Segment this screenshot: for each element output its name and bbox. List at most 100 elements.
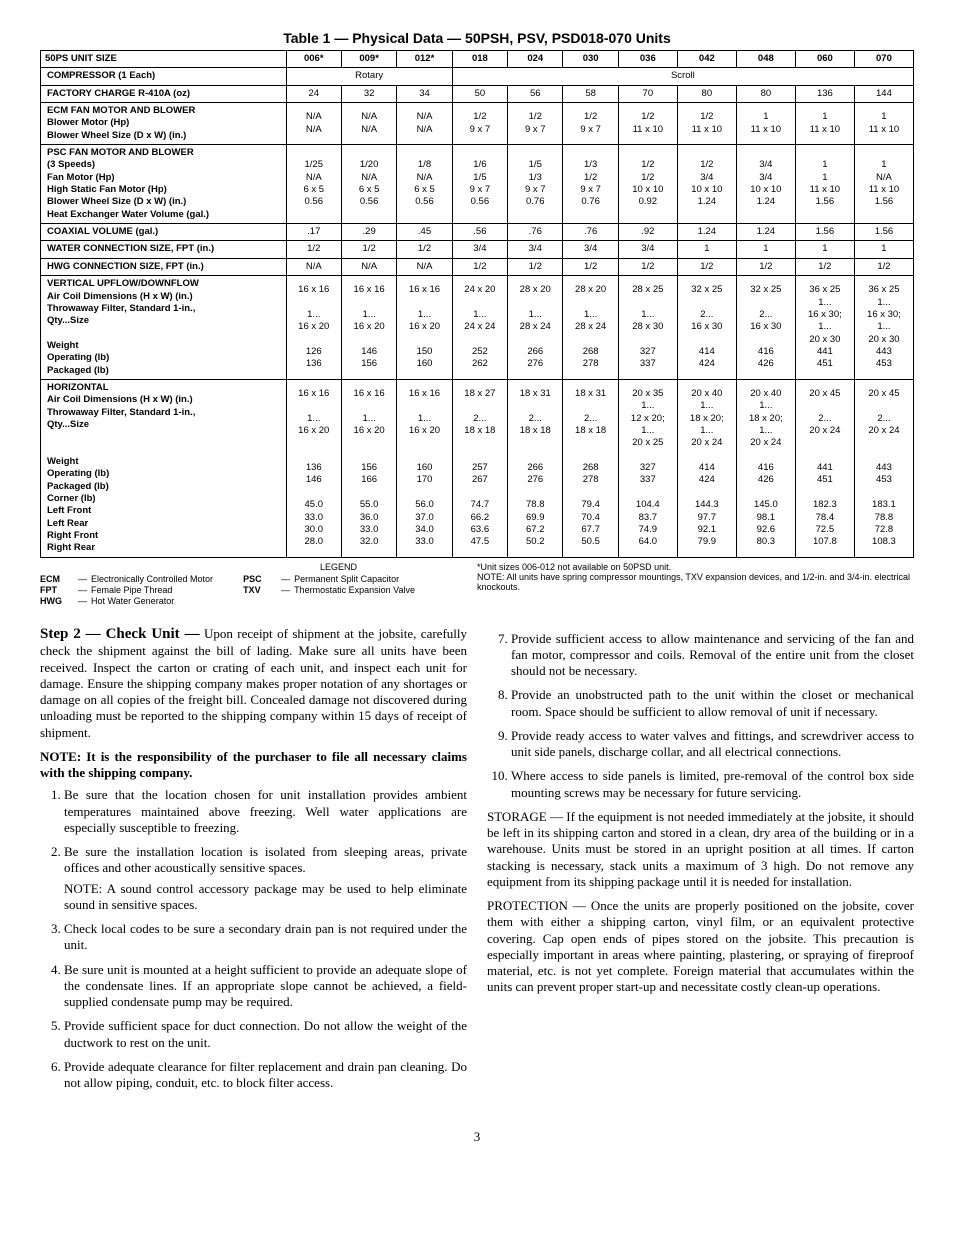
- cell-5-10: 1/2: [854, 258, 913, 275]
- row-label-7: HORIZONTAL Air Coil Dimensions (H x W) (…: [41, 379, 287, 557]
- cell-7-1: 16 x 16 1... 16 x 20 156 166 55.0 36.0 3…: [341, 379, 396, 557]
- li-1: Be sure that the location chosen for uni…: [64, 787, 467, 836]
- cell-6-8: 32 x 25 2... 16 x 30 416 426: [736, 276, 795, 380]
- cell-1-8: 1 11 x 10: [736, 103, 795, 145]
- step2-para: Upon receipt of shipment at the jobsite,…: [40, 626, 467, 740]
- cell-7-4: 18 x 31 2... 18 x 18 266 276 78.8 69.9 6…: [508, 379, 563, 557]
- legend-title: LEGEND: [200, 562, 477, 572]
- cell-4-2: 1/2: [397, 241, 452, 258]
- cell-7-3: 18 x 27 2... 18 x 18 257 267 74.7 66.2 6…: [452, 379, 507, 557]
- cell-2-1: 1/20 N/A 6 x 5 0.56: [341, 145, 396, 224]
- lv-1: Female Pipe Thread: [91, 585, 172, 595]
- cell-7-7: 20 x 40 1... 18 x 20; 1... 20 x 24 414 4…: [677, 379, 736, 557]
- table-title: Table 1 — Physical Data — 50PSH, PSV, PS…: [40, 30, 914, 46]
- row-label-1: ECM FAN MOTOR AND BLOWER Blower Motor (H…: [41, 103, 287, 145]
- cell-0-4: 56: [508, 85, 563, 102]
- cell-0-6: 70: [618, 85, 677, 102]
- cell-2-0: 1/25 N/A 6 x 5 0.56: [286, 145, 341, 224]
- cell-2-9: 1 1 11 x 10 1.56: [795, 145, 854, 224]
- note-bold: NOTE: It is the responsibility of the pu…: [40, 749, 467, 782]
- row-label-0: FACTORY CHARGE R-410A (oz): [41, 85, 287, 102]
- cell-1-1: N/A N/A: [341, 103, 396, 145]
- cell-4-6: 3/4: [618, 241, 677, 258]
- cell-1-2: N/A N/A: [397, 103, 452, 145]
- cell-1-9: 1 11 x 10: [795, 103, 854, 145]
- cell-0-8: 80: [736, 85, 795, 102]
- lv-0: Electronically Controlled Motor: [91, 574, 213, 584]
- cell-7-2: 16 x 16 1... 16 x 20 160 170 56.0 37.0 3…: [397, 379, 452, 557]
- cell-7-9: 20 x 45 2... 20 x 24 441 451 182.3 78.4 …: [795, 379, 854, 557]
- cell-6-9: 36 x 25 1... 16 x 30; 1... 20 x 30 441 4…: [795, 276, 854, 380]
- cell-1-6: 1/2 11 x 10: [618, 103, 677, 145]
- cell-5-8: 1/2: [736, 258, 795, 275]
- left-list: Be sure that the location chosen for uni…: [40, 787, 467, 1091]
- cell-3-8: 1.24: [736, 224, 795, 241]
- cell-7-10: 20 x 45 2... 20 x 24 443 453 183.1 78.8 …: [854, 379, 913, 557]
- compressor-rotary: Rotary: [286, 68, 452, 85]
- li-4: Be sure unit is mounted at a height suff…: [64, 962, 467, 1011]
- cell-0-10: 144: [854, 85, 913, 102]
- row-label-2: PSC FAN MOTOR AND BLOWER (3 Speeds) Fan …: [41, 145, 287, 224]
- cell-2-5: 1/3 1/2 9 x 7 0.76: [563, 145, 618, 224]
- cell-7-6: 20 x 35 1... 12 x 20; 1... 20 x 25 327 3…: [618, 379, 677, 557]
- lk-4: TXV: [243, 585, 277, 595]
- cell-4-3: 3/4: [452, 241, 507, 258]
- cell-3-4: .76: [508, 224, 563, 241]
- hdr-1: 006*: [286, 51, 341, 68]
- cell-7-0: 16 x 16 1... 16 x 20 136 146 45.0 33.0 3…: [286, 379, 341, 557]
- cell-4-7: 1: [677, 241, 736, 258]
- cell-2-3: 1/6 1/5 9 x 7 0.56: [452, 145, 507, 224]
- cell-1-0: N/A N/A: [286, 103, 341, 145]
- storage-para: STORAGE — If the equipment is not needed…: [487, 809, 914, 890]
- cell-6-7: 32 x 25 2... 16 x 30 414 424: [677, 276, 736, 380]
- lk-1: FPT: [40, 585, 74, 595]
- cell-6-10: 36 x 25 1... 16 x 30; 1... 20 x 30 443 4…: [854, 276, 913, 380]
- cell-1-4: 1/2 9 x 7: [508, 103, 563, 145]
- hdr-5: 024: [508, 51, 563, 68]
- protection-para: PROTECTION — Once the units are properly…: [487, 898, 914, 996]
- hdr-9: 048: [736, 51, 795, 68]
- cell-4-5: 3/4: [563, 241, 618, 258]
- hdr-7: 036: [618, 51, 677, 68]
- legend-note1: *Unit sizes 006-012 not available on 50P…: [477, 562, 914, 572]
- hdr-2: 009*: [341, 51, 396, 68]
- cell-3-3: .56: [452, 224, 507, 241]
- cell-4-1: 1/2: [341, 241, 396, 258]
- li-10: Where access to side panels is limited, …: [511, 768, 914, 801]
- li-5: Provide sufficient space for duct connec…: [64, 1018, 467, 1051]
- cell-5-7: 1/2: [677, 258, 736, 275]
- cell-0-3: 50: [452, 85, 507, 102]
- lv-3: Permanent Split Capacitor: [294, 574, 399, 584]
- cell-5-5: 1/2: [563, 258, 618, 275]
- row-label-3: COAXIAL VOLUME (gal.): [41, 224, 287, 241]
- body-columns: Step 2 — Check Unit — Upon receipt of sh…: [40, 625, 914, 1100]
- lk-3: PSC: [243, 574, 277, 584]
- li-6: Provide adequate clearance for filter re…: [64, 1059, 467, 1092]
- cell-2-10: 1 N/A 11 x 10 1.56: [854, 145, 913, 224]
- cell-6-6: 28 x 25 1... 28 x 30 327 337: [618, 276, 677, 380]
- cell-5-2: N/A: [397, 258, 452, 275]
- cell-3-10: 1.56: [854, 224, 913, 241]
- cell-0-1: 32: [341, 85, 396, 102]
- hdr-0: 50PS UNIT SIZE: [41, 51, 287, 68]
- cell-1-5: 1/2 9 x 7: [563, 103, 618, 145]
- hdr-10: 060: [795, 51, 854, 68]
- li-9: Provide ready access to water valves and…: [511, 728, 914, 761]
- cell-3-5: .76: [563, 224, 618, 241]
- hdr-3: 012*: [397, 51, 452, 68]
- cell-6-5: 28 x 20 1... 28 x 24 268 278: [563, 276, 618, 380]
- hdr-4: 018: [452, 51, 507, 68]
- hdr-6: 030: [563, 51, 618, 68]
- cell-0-9: 136: [795, 85, 854, 102]
- cell-4-9: 1: [795, 241, 854, 258]
- cell-3-1: .29: [341, 224, 396, 241]
- cell-1-10: 1 11 x 10: [854, 103, 913, 145]
- cell-5-4: 1/2: [508, 258, 563, 275]
- cell-3-0: .17: [286, 224, 341, 241]
- cell-0-7: 80: [677, 85, 736, 102]
- cell-5-1: N/A: [341, 258, 396, 275]
- right-list: Provide sufficient access to allow maint…: [487, 631, 914, 801]
- cell-7-5: 18 x 31 2... 18 x 18 268 278 79.4 70.4 6…: [563, 379, 618, 557]
- row-label-6: VERTICAL UPFLOW/DOWNFLOW Air Coil Dimens…: [41, 276, 287, 380]
- compressor-scroll: Scroll: [452, 68, 913, 85]
